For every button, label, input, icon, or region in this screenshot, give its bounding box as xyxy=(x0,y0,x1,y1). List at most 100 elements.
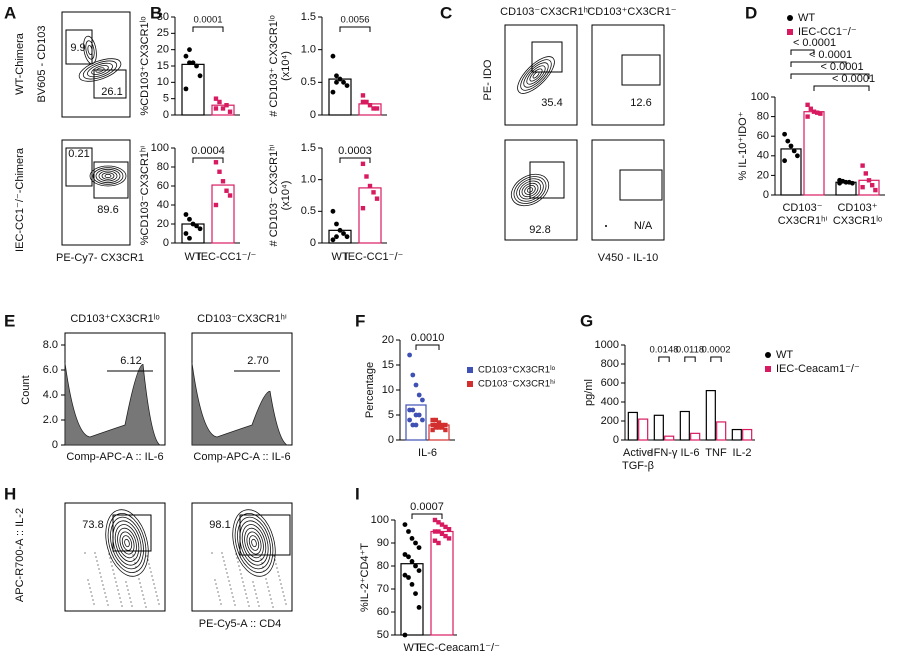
p-value: < 0.0001 xyxy=(820,61,863,73)
significance-bracket xyxy=(339,157,371,163)
axis-label: BV605 - CD103 xyxy=(36,25,48,102)
significance-bracket xyxy=(813,85,870,91)
bar xyxy=(405,404,427,441)
y-tick-label: 1.5 xyxy=(301,142,316,154)
y-tick-label: 15 xyxy=(157,60,169,72)
bar xyxy=(780,148,802,196)
event xyxy=(214,579,216,581)
data-point xyxy=(863,171,868,176)
contour xyxy=(117,527,137,559)
data-point xyxy=(436,520,441,525)
label: CD103⁺ xyxy=(837,202,877,214)
data-point xyxy=(213,96,219,101)
bar xyxy=(803,111,825,196)
plot-frame xyxy=(64,502,166,612)
plot-frame xyxy=(61,139,131,246)
legend-swatch xyxy=(787,15,793,21)
label: 2.70 xyxy=(247,355,268,367)
event xyxy=(255,593,257,595)
data-point xyxy=(187,47,192,53)
data-point xyxy=(371,190,376,195)
event xyxy=(88,583,90,585)
event xyxy=(231,592,233,594)
event xyxy=(273,555,275,557)
contour xyxy=(239,520,269,566)
p-value: 0.0003 xyxy=(338,145,372,157)
data-point xyxy=(860,163,865,168)
event xyxy=(138,578,140,580)
data-point xyxy=(402,572,408,578)
event xyxy=(103,588,105,590)
y-tick-label: 6.0 xyxy=(43,364,58,376)
contour xyxy=(510,173,550,207)
event xyxy=(217,591,219,593)
event xyxy=(223,560,225,562)
y-tick-label: 5 xyxy=(163,93,169,105)
histogram-shape xyxy=(191,362,289,446)
event xyxy=(150,571,152,573)
data-point xyxy=(420,417,425,423)
event xyxy=(216,587,218,589)
contour xyxy=(91,65,109,75)
event xyxy=(225,568,227,570)
event xyxy=(278,575,280,577)
axis-label: (x10⁴) xyxy=(280,51,292,81)
axis-label: # CD103⁻ CX3CR1ʰⁱ xyxy=(268,145,280,247)
panel-letter: D xyxy=(745,3,757,22)
axis-label: APC-R700-A :: IL-2 xyxy=(14,508,26,602)
legend-label: CD103⁻CX3CR1ʰⁱ xyxy=(478,379,556,390)
legend-swatch xyxy=(467,381,473,387)
panel-letter: G xyxy=(580,311,593,330)
data-point xyxy=(367,183,373,189)
label: PE-Cy5-A :: CD4 xyxy=(199,618,282,630)
event xyxy=(93,603,95,605)
bar xyxy=(358,187,382,244)
legend-swatch xyxy=(765,366,771,372)
event xyxy=(151,575,153,577)
data-point xyxy=(443,422,448,428)
data-point xyxy=(413,422,419,428)
data-point xyxy=(416,545,422,550)
bar xyxy=(428,424,450,441)
data-point xyxy=(360,93,366,98)
y-tick-label: 70 xyxy=(377,583,389,595)
event xyxy=(240,573,242,575)
data-point xyxy=(330,89,336,95)
plot-frame xyxy=(504,139,578,241)
bar xyxy=(716,421,727,441)
event xyxy=(236,557,238,559)
legend-label: IEC-Ceacam1⁻/⁻ xyxy=(776,363,860,375)
event xyxy=(244,589,246,591)
contour xyxy=(87,44,93,56)
data-point xyxy=(410,372,416,378)
event xyxy=(281,587,283,589)
label: WT xyxy=(403,642,420,654)
event xyxy=(271,602,273,604)
p-value: < 0.0001 xyxy=(793,37,836,49)
data-point xyxy=(330,53,336,59)
contour xyxy=(104,173,112,179)
event xyxy=(238,565,240,567)
event xyxy=(275,563,277,565)
data-point xyxy=(413,591,418,596)
data-point xyxy=(407,352,412,358)
data-point xyxy=(413,563,418,569)
event xyxy=(101,580,103,582)
event xyxy=(127,589,129,591)
contour xyxy=(237,516,271,570)
contour xyxy=(105,509,149,577)
data-point xyxy=(432,529,438,534)
event xyxy=(141,590,143,592)
data-point xyxy=(402,632,408,638)
contour xyxy=(524,185,536,195)
data-point xyxy=(190,221,196,227)
y-tick-label: 1000 xyxy=(595,339,619,351)
label: IEC-CC1⁻/⁻ xyxy=(345,251,404,263)
contour xyxy=(112,520,142,566)
data-point xyxy=(187,60,192,66)
data-point xyxy=(330,237,336,243)
y-tick-label: 60 xyxy=(757,130,769,142)
event xyxy=(107,604,109,606)
data-point xyxy=(402,522,408,527)
data-point xyxy=(439,522,445,527)
